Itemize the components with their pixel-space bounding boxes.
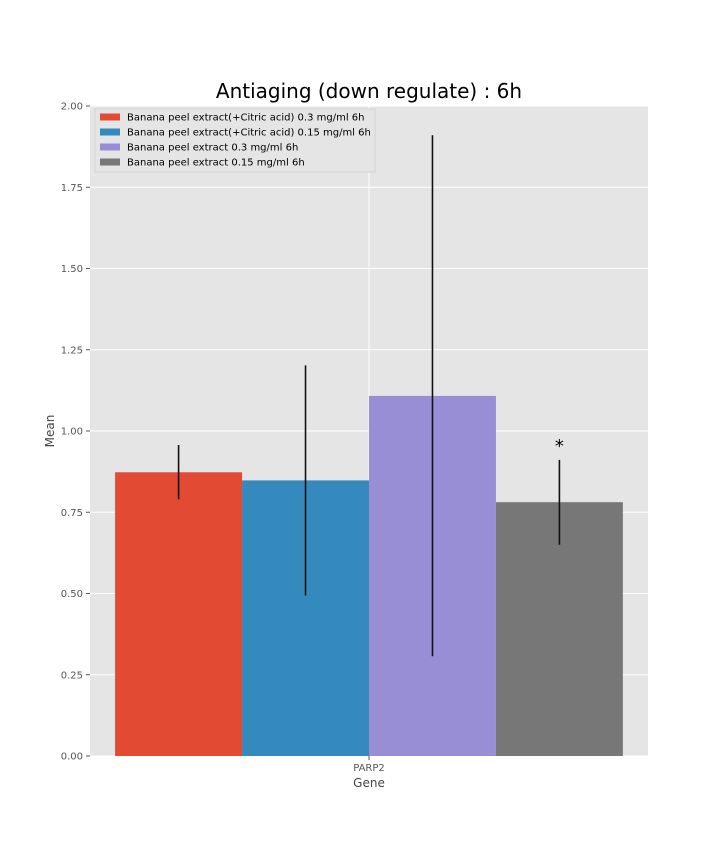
legend-swatch — [100, 143, 120, 151]
y-tick-label: 1.25 — [61, 345, 83, 356]
significance-marker: * — [555, 436, 564, 457]
y-tick-label: 0.75 — [61, 508, 83, 519]
bar — [115, 472, 243, 756]
legend-swatch — [100, 128, 120, 136]
chart-title: Antiaging (down regulate) : 6h — [216, 79, 522, 103]
legend-label: Banana peel extract 0.3 mg/ml 6h — [127, 143, 298, 154]
y-tick-label: 1.75 — [61, 183, 83, 194]
x-tick-label: PARP2 — [353, 763, 385, 774]
y-axis-label: Mean — [43, 415, 57, 448]
x-axis-ticks: PARP2 — [353, 756, 385, 774]
error-bars — [177, 135, 561, 657]
y-tick-label: 0.50 — [61, 589, 83, 600]
y-tick-label: 0.25 — [61, 670, 83, 681]
legend-label: Banana peel extract(+Citric acid) 0.3 mg… — [127, 113, 364, 124]
legend: Banana peel extract(+Citric acid) 0.3 mg… — [94, 108, 376, 173]
y-tick-label: 0.00 — [61, 752, 83, 763]
y-tick-label: 1.00 — [61, 427, 83, 438]
legend-label: Banana peel extract 0.15 mg/ml 6h — [127, 158, 305, 169]
x-axis-label: Gene — [353, 776, 385, 790]
legend-swatch — [100, 158, 120, 166]
y-tick-label: 2.00 — [61, 102, 83, 113]
y-tick-label: 1.50 — [61, 264, 83, 275]
annotations: * — [555, 436, 564, 457]
legend-box — [94, 108, 376, 173]
legend-swatch — [100, 113, 120, 121]
y-axis-ticks: 0.00 0.25 0.50 0.75 1.00 1.25 1.50 1.75 2.00 — [61, 102, 90, 763]
legend-label: Banana peel extract(+Citric acid) 0.15 m… — [127, 128, 371, 139]
